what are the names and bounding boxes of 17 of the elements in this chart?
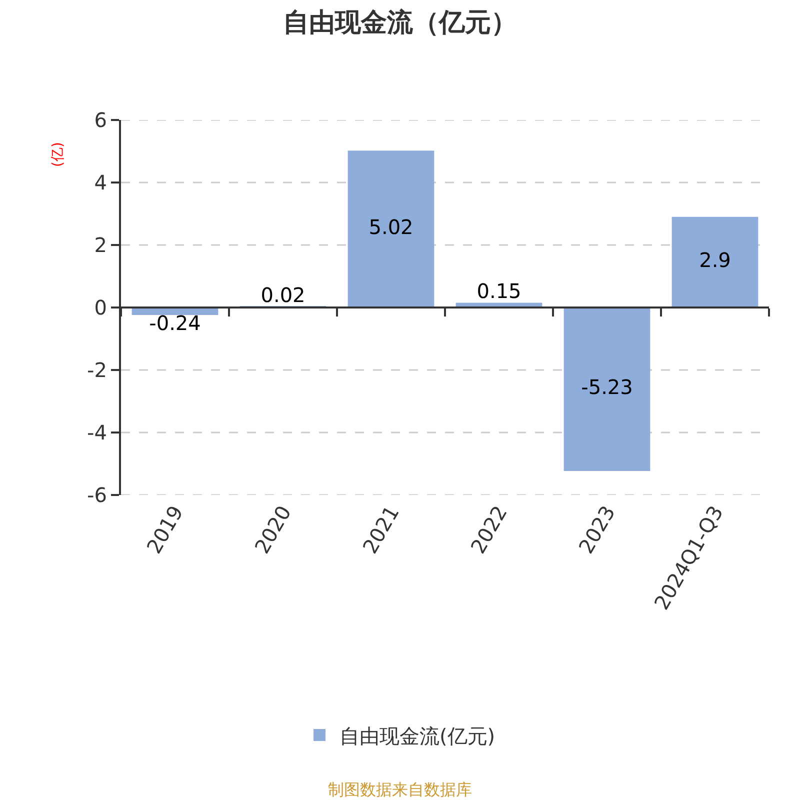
y-tick-label: -2 bbox=[87, 358, 107, 382]
y-tick-label: 2 bbox=[94, 233, 107, 257]
data-label: -5.23 bbox=[581, 375, 633, 400]
y-tick-label: -4 bbox=[87, 420, 107, 444]
data-label: 0.15 bbox=[476, 278, 522, 303]
legend-label: 自由现金流(亿元) bbox=[340, 724, 496, 748]
y-tick-label: 0 bbox=[94, 296, 107, 320]
data-label: 0.02 bbox=[260, 282, 306, 307]
chart-title: 自由现金流（亿元） bbox=[283, 8, 517, 38]
data-label: -0.24 bbox=[149, 311, 201, 335]
y-tick-label: -6 bbox=[87, 483, 107, 507]
text: 制图数据来自数据库 bbox=[328, 780, 472, 799]
y-tick-label: 6 bbox=[94, 108, 107, 132]
y-tick-label: 4 bbox=[94, 170, 107, 194]
data-label: 2.9 bbox=[699, 248, 731, 272]
y-axis-title: (亿) bbox=[50, 142, 66, 167]
data-label: 5.02 bbox=[368, 215, 414, 240]
